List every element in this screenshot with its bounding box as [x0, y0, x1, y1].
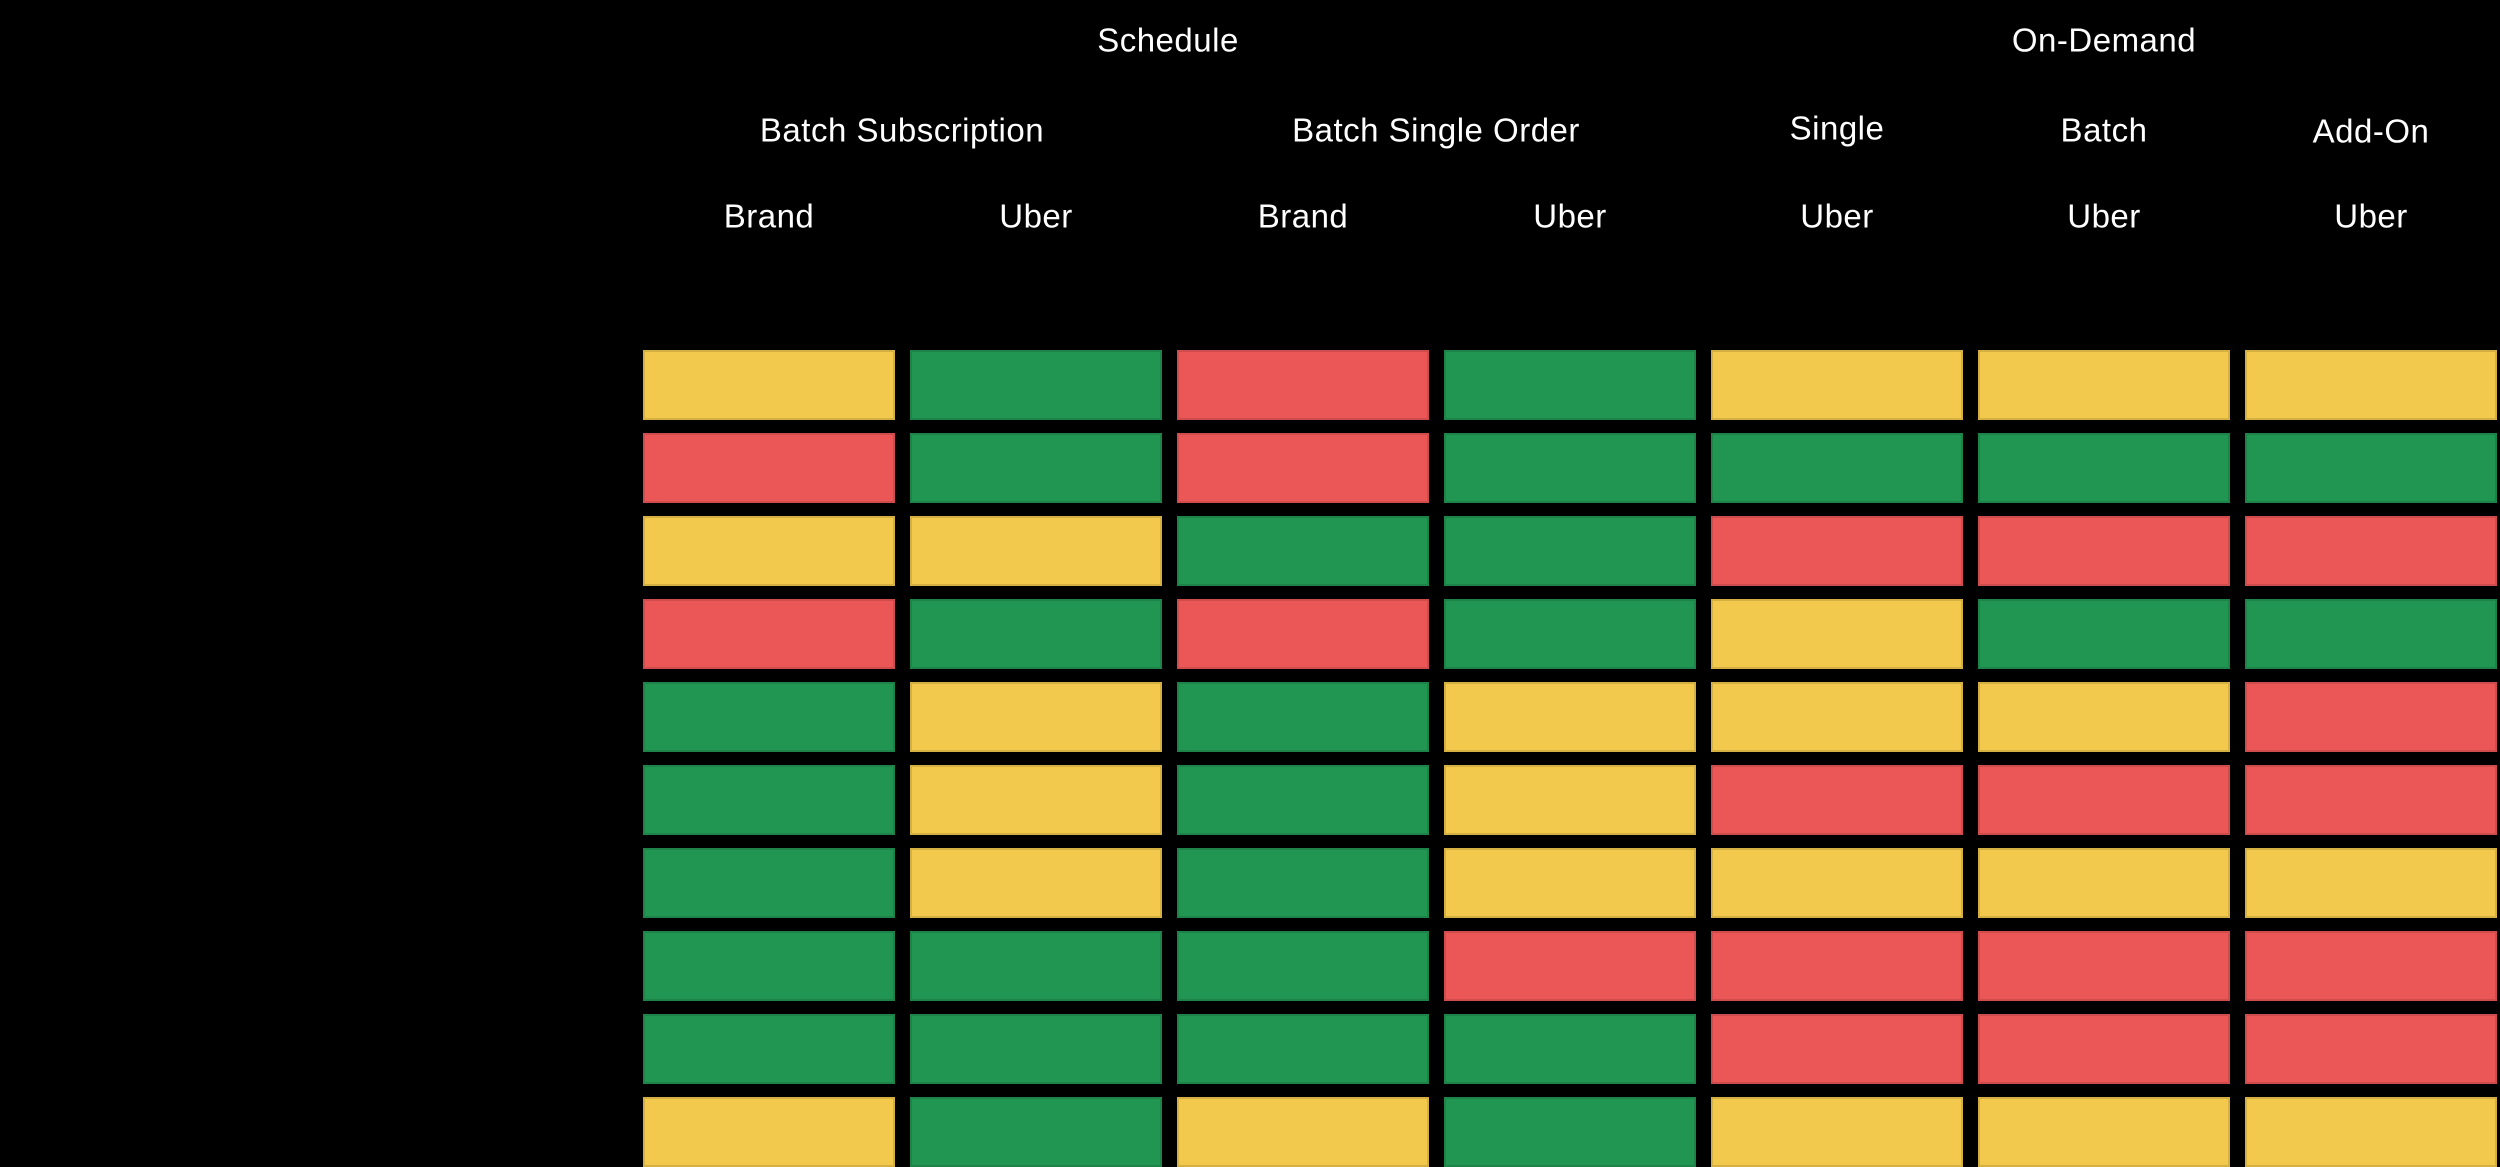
subgroup-label-batch: Batch: [2060, 111, 2148, 149]
matrix-cell-r2-c2-green: [910, 433, 1162, 503]
matrix-cell-r1-c6-yellow: [1978, 350, 2230, 420]
matrix-cell-r10-c2-green: [910, 1097, 1162, 1167]
column-label-uber-1: Uber: [999, 197, 1073, 235]
matrix-cell-r4-c4-green: [1444, 599, 1696, 669]
matrix-cell-r2-c1-red: [643, 433, 895, 503]
matrix-cell-r4-c1-red: [643, 599, 895, 669]
matrix-cell-r5-c3-green: [1177, 682, 1429, 752]
matrix-cell-r3-c6-red: [1978, 516, 2230, 586]
matrix-cell-r10-c6-yellow: [1978, 1097, 2230, 1167]
column-label-brand-1: Brand: [723, 197, 815, 235]
status-matrix-grid: [643, 350, 2497, 1167]
matrix-cell-r5-c7-red: [2245, 682, 2497, 752]
matrix-cell-r7-c2-yellow: [910, 848, 1162, 918]
column-group-label-on-demand: On-Demand: [2011, 21, 2197, 59]
matrix-cell-r2-c7-green: [2245, 433, 2497, 503]
matrix-cell-r4-c6-green: [1978, 599, 2230, 669]
matrix-cell-r4-c5-yellow: [1711, 599, 1963, 669]
matrix-cell-r7-c5-yellow: [1711, 848, 1963, 918]
matrix-cell-r6-c6-red: [1978, 765, 2230, 835]
subgroup-label-single: Single: [1789, 109, 1885, 147]
matrix-cell-r2-c6-green: [1978, 433, 2230, 503]
subgroup-label-add-on: Add-On: [2312, 112, 2430, 150]
matrix-cell-r4-c3-red: [1177, 599, 1429, 669]
matrix-cell-r8-c7-red: [2245, 931, 2497, 1001]
matrix-cell-r9-c5-red: [1711, 1014, 1963, 1084]
matrix-cell-r1-c3-red: [1177, 350, 1429, 420]
matrix-cell-r4-c7-green: [2245, 599, 2497, 669]
matrix-cell-r8-c1-green: [643, 931, 895, 1001]
column-label-uber-4: Uber: [2067, 197, 2141, 235]
matrix-cell-r6-c5-red: [1711, 765, 1963, 835]
matrix-cell-r9-c2-green: [910, 1014, 1162, 1084]
matrix-cell-r10-c7-yellow: [2245, 1097, 2497, 1167]
matrix-cell-r7-c4-yellow: [1444, 848, 1696, 918]
subgroup-label-batch-single-order: Batch Single Order: [1292, 111, 1580, 149]
matrix-cell-r3-c2-yellow: [910, 516, 1162, 586]
matrix-cell-r5-c1-green: [643, 682, 895, 752]
matrix-cell-r10-c5-yellow: [1711, 1097, 1963, 1167]
matrix-cell-r8-c5-red: [1711, 931, 1963, 1001]
matrix-cell-r8-c4-red: [1444, 931, 1696, 1001]
matrix-cell-r5-c6-yellow: [1978, 682, 2230, 752]
matrix-cell-r3-c4-green: [1444, 516, 1696, 586]
matrix-cell-r9-c7-red: [2245, 1014, 2497, 1084]
matrix-cell-r3-c5-red: [1711, 516, 1963, 586]
matrix-cell-r1-c2-green: [910, 350, 1162, 420]
matrix-cell-r1-c1-yellow: [643, 350, 895, 420]
matrix-cell-r5-c5-yellow: [1711, 682, 1963, 752]
matrix-cell-r2-c3-red: [1177, 433, 1429, 503]
column-label-uber-5: Uber: [2334, 197, 2408, 235]
matrix-cell-r3-c7-red: [2245, 516, 2497, 586]
matrix-cell-r9-c1-green: [643, 1014, 895, 1084]
matrix-cell-r7-c7-yellow: [2245, 848, 2497, 918]
matrix-cell-r7-c1-green: [643, 848, 895, 918]
column-group-label-schedule: Schedule: [1097, 21, 1239, 59]
matrix-cell-r3-c3-green: [1177, 516, 1429, 586]
matrix-cell-r1-c7-yellow: [2245, 350, 2497, 420]
matrix-cell-r4-c2-green: [910, 599, 1162, 669]
matrix-cell-r6-c1-green: [643, 765, 895, 835]
column-label-uber-3: Uber: [1800, 197, 1874, 235]
matrix-cell-r7-c3-green: [1177, 848, 1429, 918]
matrix-cell-r9-c3-green: [1177, 1014, 1429, 1084]
column-label-brand-2: Brand: [1257, 197, 1349, 235]
matrix-cell-r3-c1-yellow: [643, 516, 895, 586]
column-label-uber-2: Uber: [1533, 197, 1607, 235]
matrix-cell-r10-c1-yellow: [643, 1097, 895, 1167]
matrix-cell-r1-c5-yellow: [1711, 350, 1963, 420]
matrix-cell-r2-c5-green: [1711, 433, 1963, 503]
matrix-cell-r9-c4-green: [1444, 1014, 1696, 1084]
matrix-cell-r10-c4-green: [1444, 1097, 1696, 1167]
matrix-cell-r2-c4-green: [1444, 433, 1696, 503]
matrix-cell-r6-c4-yellow: [1444, 765, 1696, 835]
matrix-cell-r1-c4-green: [1444, 350, 1696, 420]
matrix-cell-r8-c3-green: [1177, 931, 1429, 1001]
subgroup-label-batch-subscription: Batch Subscription: [759, 111, 1045, 149]
matrix-cell-r5-c2-yellow: [910, 682, 1162, 752]
matrix-cell-r6-c2-yellow: [910, 765, 1162, 835]
matrix-cell-r8-c2-green: [910, 931, 1162, 1001]
matrix-cell-r6-c7-red: [2245, 765, 2497, 835]
matrix-cell-r10-c3-yellow: [1177, 1097, 1429, 1167]
matrix-cell-r7-c6-yellow: [1978, 848, 2230, 918]
matrix-cell-r8-c6-red: [1978, 931, 2230, 1001]
matrix-cell-r9-c6-red: [1978, 1014, 2230, 1084]
matrix-cell-r6-c3-green: [1177, 765, 1429, 835]
matrix-cell-r5-c4-yellow: [1444, 682, 1696, 752]
